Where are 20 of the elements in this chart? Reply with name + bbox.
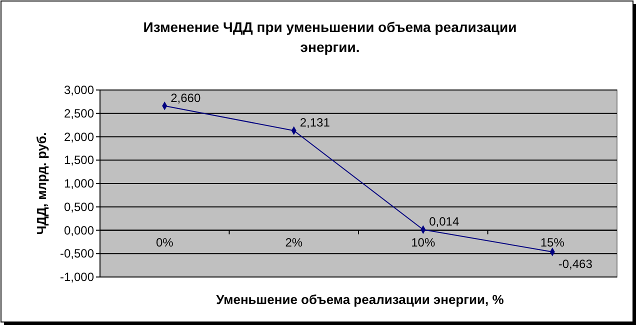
x-axis-title: Уменьшение объема реализации энергии, % <box>216 292 504 307</box>
y-tick-label: 3,000 <box>64 83 94 97</box>
y-tick-label: -1,000 <box>60 270 94 284</box>
y-tick-label: 2,000 <box>64 130 94 144</box>
data-label: 0,014 <box>429 214 460 229</box>
data-label: 2,131 <box>300 116 330 130</box>
y-tick-label: -0,500 <box>60 246 94 261</box>
data-label: -0,463 <box>558 256 593 271</box>
y-tick-label: 0,000 <box>64 223 94 238</box>
x-tick-label: 0% <box>156 235 174 250</box>
y-tick-label: 2,500 <box>64 106 94 120</box>
y-axis-title: ЧДД, млрд. руб. <box>34 132 49 235</box>
chart-title: Изменение ЧДД при уменьшении объема реализации энергии. <box>143 19 517 55</box>
x-tick-label: 10% <box>411 235 436 250</box>
x-tick-label: 2% <box>285 235 303 250</box>
data-label: 2,660 <box>170 90 201 105</box>
y-tick-label: 1,500 <box>64 153 94 168</box>
x-tick-label: 15% <box>540 235 565 250</box>
y-tick-label: 1,000 <box>64 176 94 190</box>
y-tick-label: 0,500 <box>64 200 94 214</box>
